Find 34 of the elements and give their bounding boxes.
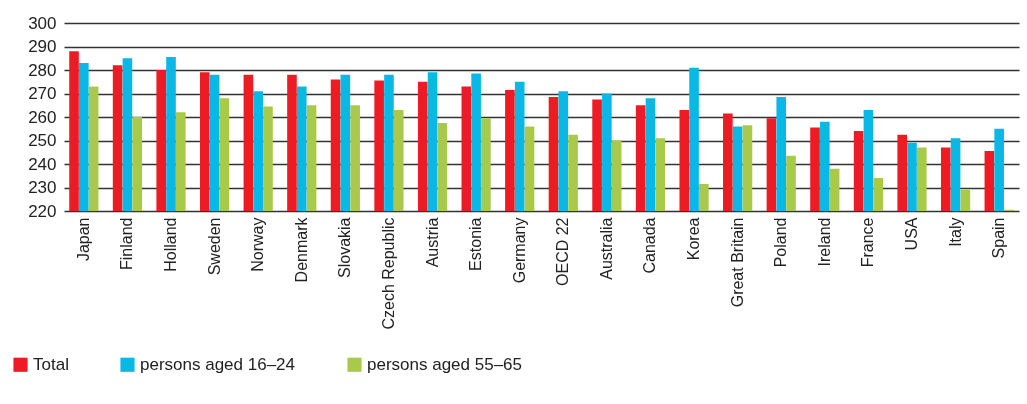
x-tick-label: Estonia — [467, 217, 485, 271]
x-tick-label: Holland — [162, 217, 180, 272]
x-tick-label: Denmark — [292, 216, 310, 283]
y-tick-label: 220 — [28, 201, 57, 221]
x-tick-label: Australia — [597, 217, 615, 280]
y-tick-label: 270 — [28, 84, 57, 103]
y-tick-label: 290 — [28, 37, 57, 56]
y-tick-label: 230 — [28, 178, 57, 197]
y-tick-label: 260 — [28, 107, 57, 127]
legend-label: persons aged 55–65 — [367, 354, 523, 374]
x-tick-label: Spain — [990, 217, 1008, 259]
x-tick-label: Canada — [641, 217, 659, 274]
x-tick-label: Norway — [249, 217, 267, 272]
x-tick-label: Finland — [118, 217, 136, 270]
x-tick-label: Ireland — [815, 217, 833, 267]
y-tick-label: 280 — [28, 60, 57, 80]
legend-label: persons aged 16–24 — [140, 354, 296, 374]
x-tick-label: OECD 22 — [554, 217, 572, 286]
x-tick-label: Japan — [74, 217, 92, 262]
x-tick-label: USA — [902, 217, 920, 251]
x-tick-label: Slovakia — [336, 217, 354, 278]
x-tick-label: Italy — [946, 217, 964, 247]
y-tick-label: 300 — [28, 13, 57, 33]
x-tick-label: Korea — [685, 217, 703, 261]
x-tick-label: Poland — [772, 217, 790, 268]
x-tick-label: Germany — [510, 217, 528, 284]
x-tick-label: France — [859, 217, 877, 268]
x-tick-label: Sweden — [205, 217, 223, 276]
legend-label: Total — [33, 354, 69, 374]
x-tick-label: Austria — [423, 217, 441, 268]
y-tick-label: 240 — [28, 154, 57, 174]
x-tick-label: Czech Republic — [379, 217, 397, 330]
x-tick-label: Great Britain — [728, 217, 746, 308]
y-tick-label: 250 — [28, 131, 57, 150]
